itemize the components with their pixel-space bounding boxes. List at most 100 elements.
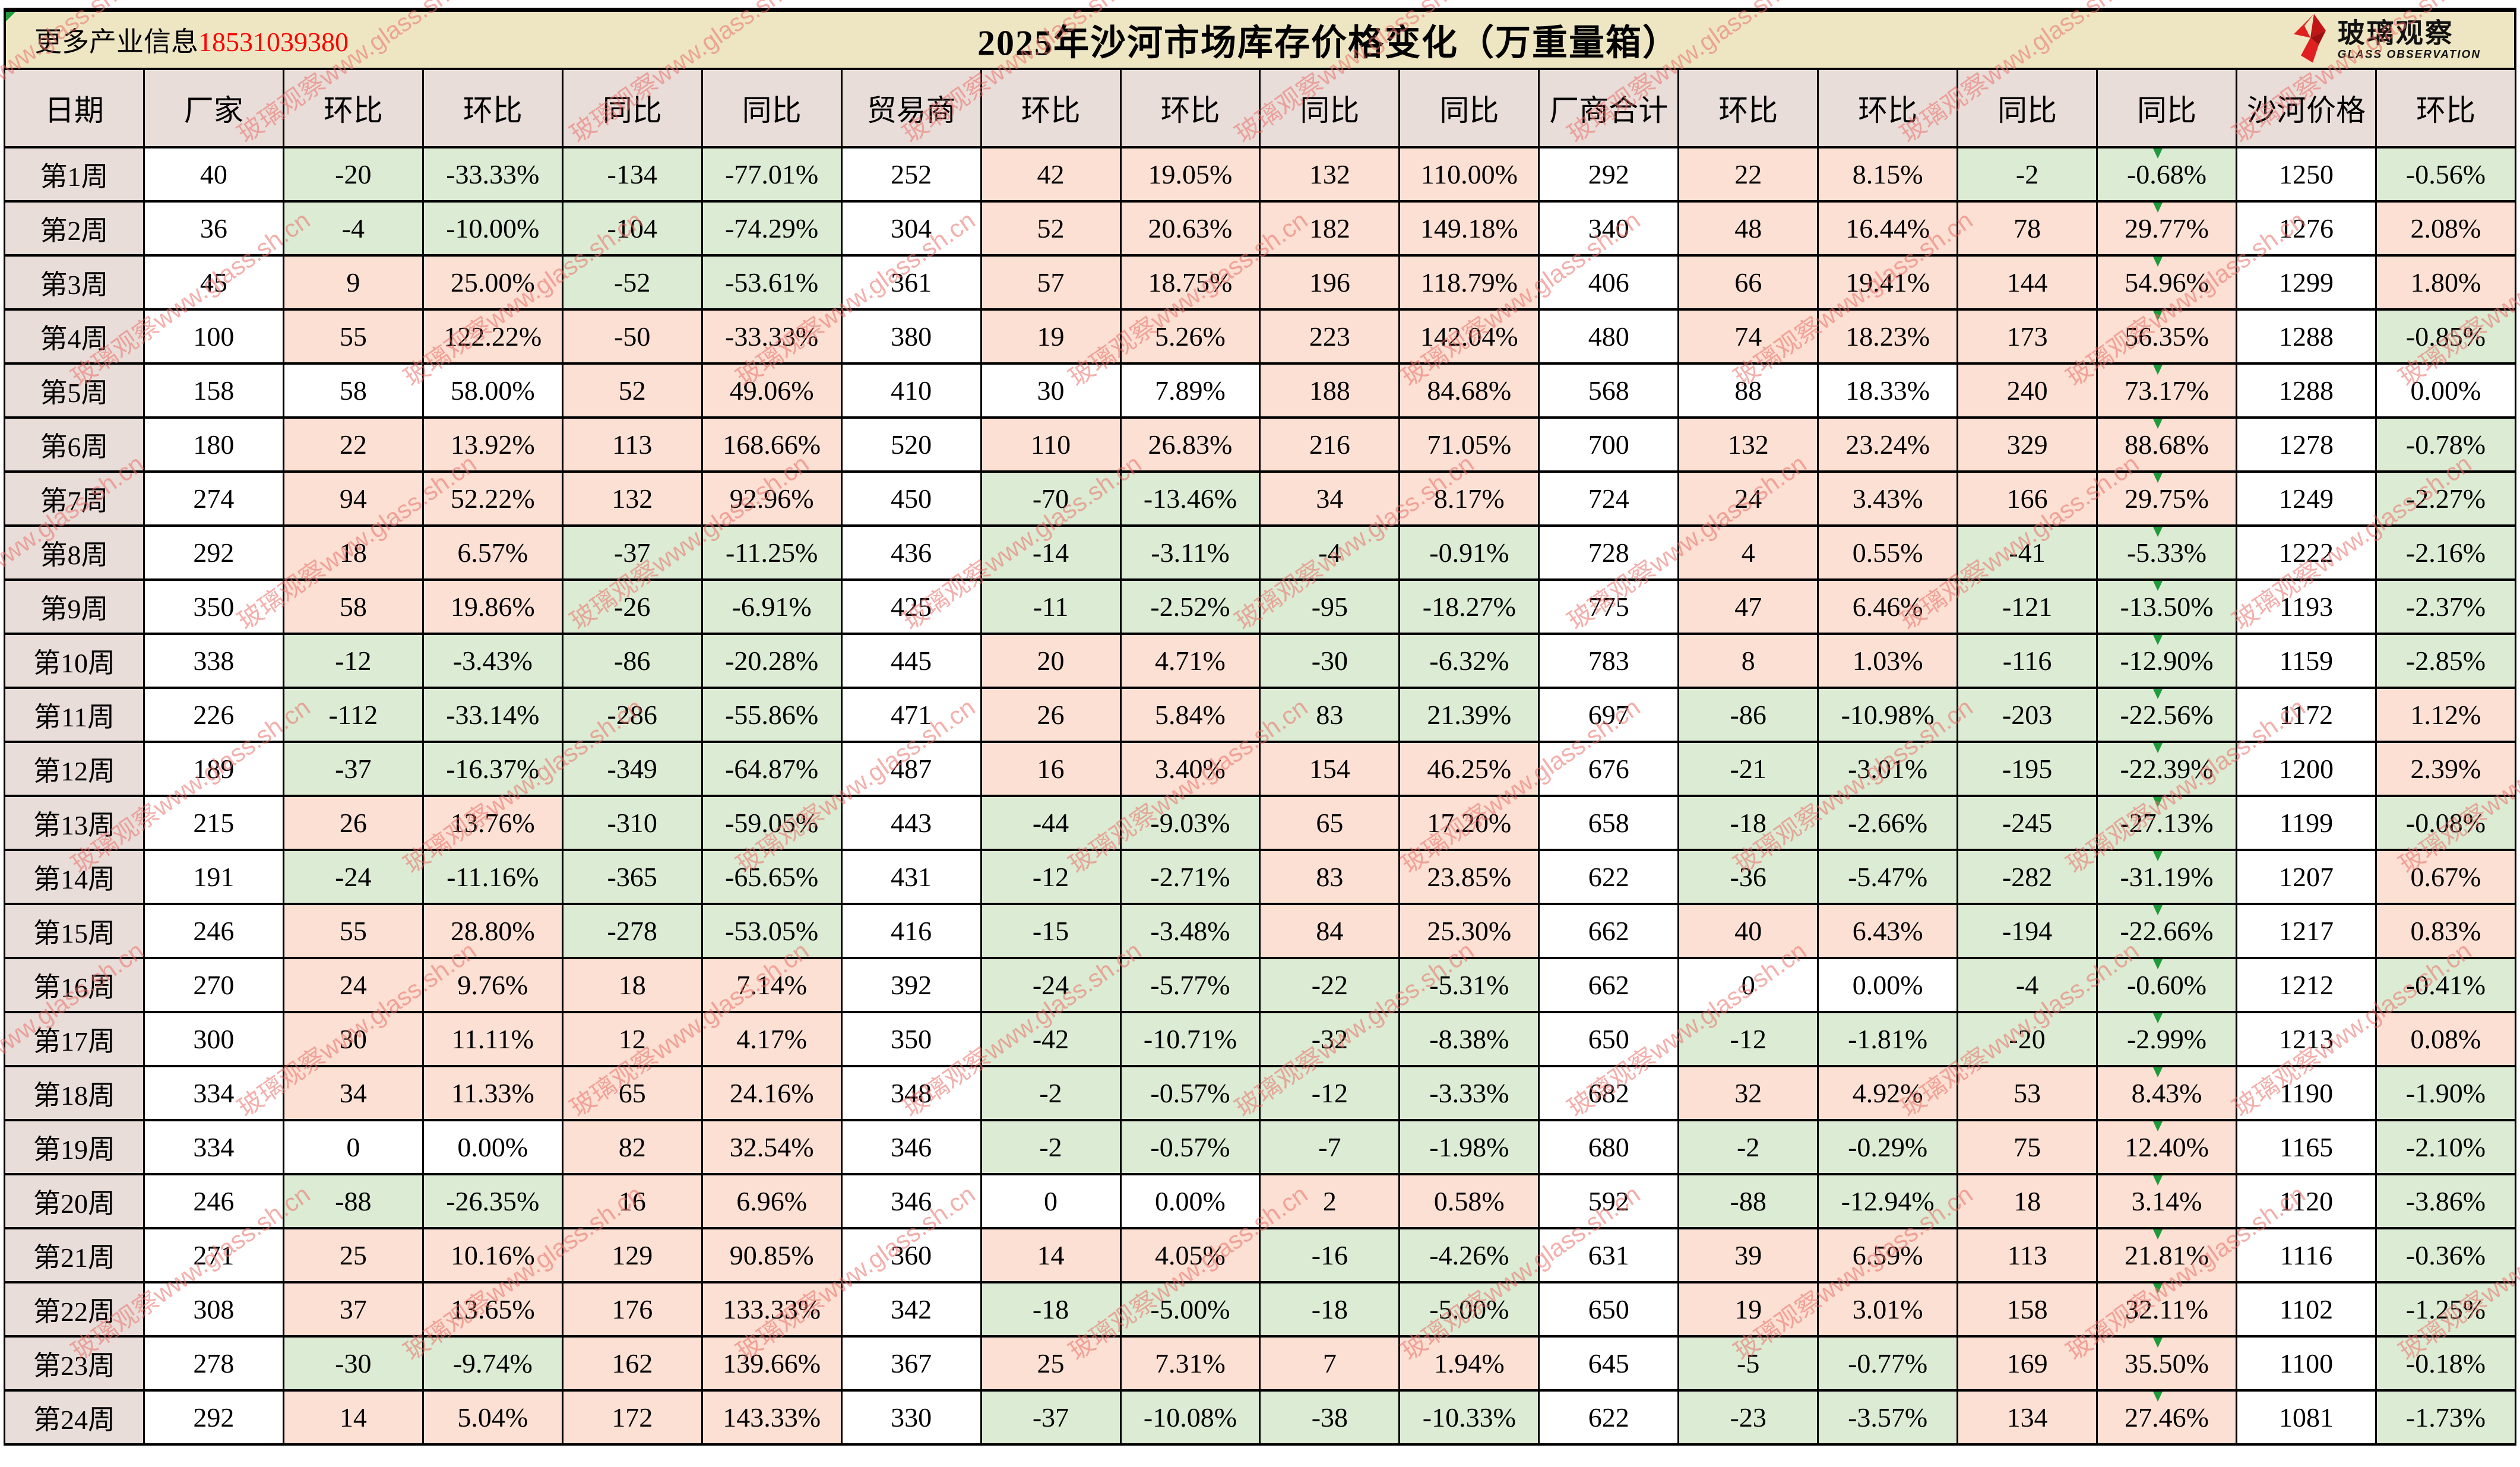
cell[interactable]: 330 [840, 1389, 982, 1446]
cell[interactable]: 0 [1677, 957, 1819, 1013]
cell[interactable]: 4.17% [701, 1011, 843, 1067]
cell[interactable]: 189 [143, 741, 284, 797]
cell[interactable]: 32.11% [2096, 1281, 2237, 1338]
cell[interactable]: 0 [980, 1173, 1122, 1229]
cell[interactable]: 4 [1677, 524, 1819, 581]
cell[interactable]: 340 [1538, 200, 1680, 257]
cell[interactable]: 11.11% [422, 1011, 563, 1067]
row-header-week[interactable]: 第7周 [4, 470, 145, 527]
cell[interactable]: 25.30% [1398, 903, 1540, 959]
cell[interactable]: -3.11% [1119, 524, 1261, 581]
cell[interactable]: 6.96% [701, 1173, 843, 1229]
cell[interactable]: 133.33% [701, 1281, 843, 1338]
row-header-week[interactable]: 第9周 [4, 578, 145, 635]
cell[interactable]: 4.92% [1817, 1065, 1959, 1121]
cell[interactable]: 18.23% [1817, 308, 1959, 365]
cell[interactable]: -10.98% [1817, 687, 1959, 743]
cell[interactable]: 5.04% [422, 1389, 563, 1446]
column-header-3[interactable]: 环比 [422, 68, 563, 148]
cell[interactable]: 1116 [2236, 1227, 2377, 1283]
column-header-14[interactable]: 同比 [1957, 68, 2098, 148]
column-header-13[interactable]: 环比 [1817, 68, 1959, 148]
cell[interactable]: -9.74% [422, 1335, 563, 1392]
cell[interactable]: 122.22% [422, 308, 563, 365]
cell[interactable]: -41 [1957, 524, 2098, 581]
cell[interactable]: -23 [1677, 1389, 1819, 1446]
cell[interactable]: -2.66% [1817, 795, 1959, 851]
cell[interactable]: 34 [1259, 470, 1401, 527]
cell[interactable]: 700 [1538, 416, 1680, 473]
cell[interactable]: 592 [1538, 1173, 1680, 1229]
cell[interactable]: 425 [840, 578, 982, 635]
cell[interactable]: -2 [980, 1119, 1122, 1175]
cell[interactable]: 24 [282, 957, 424, 1013]
cell[interactable]: 1.03% [1817, 633, 1959, 689]
cell[interactable]: 110 [980, 416, 1122, 473]
cell[interactable]: 4.71% [1119, 633, 1261, 689]
cell[interactable]: -195 [1957, 741, 2098, 797]
cell[interactable]: -12 [1259, 1065, 1401, 1121]
cell[interactable]: 20.63% [1119, 200, 1261, 257]
cell[interactable]: 271 [143, 1227, 284, 1283]
cell[interactable]: 52.22% [422, 470, 563, 527]
cell[interactable]: 3.43% [1817, 470, 1959, 527]
cell[interactable]: -0.57% [1119, 1065, 1261, 1121]
cell[interactable]: -3.43% [422, 633, 563, 689]
cell[interactable]: 17.20% [1398, 795, 1540, 851]
cell[interactable]: 329 [1957, 416, 2098, 473]
column-header-16[interactable]: 沙河价格 [2236, 68, 2377, 148]
cell[interactable]: 88 [1677, 362, 1819, 419]
cell[interactable]: 90.85% [701, 1227, 843, 1283]
cell[interactable]: 443 [840, 795, 982, 851]
cell[interactable]: -2.52% [1119, 578, 1261, 635]
cell[interactable]: -0.78% [2375, 416, 2517, 473]
cell[interactable]: -53.61% [701, 254, 843, 311]
cell[interactable]: 24.16% [701, 1065, 843, 1121]
cell[interactable]: 724 [1538, 470, 1680, 527]
cell[interactable]: 19.41% [1817, 254, 1959, 311]
cell[interactable]: 6.43% [1817, 903, 1959, 959]
cell[interactable]: 55 [282, 903, 424, 959]
row-header-week[interactable]: 第24周 [4, 1389, 145, 1446]
cell[interactable]: 0.00% [1119, 1173, 1261, 1229]
cell[interactable]: 342 [840, 1281, 982, 1338]
cell[interactable]: 12.40% [2096, 1119, 2237, 1175]
cell[interactable]: 1193 [2236, 578, 2377, 635]
cell[interactable]: 783 [1538, 633, 1680, 689]
cell[interactable]: -0.57% [1119, 1119, 1261, 1175]
cell[interactable]: 246 [143, 1173, 284, 1229]
cell[interactable]: -55.86% [701, 687, 843, 743]
cell[interactable]: -2 [1957, 146, 2098, 203]
cell[interactable]: 7.14% [701, 957, 843, 1013]
cell[interactable]: 361 [840, 254, 982, 311]
cell[interactable]: 8 [1677, 633, 1819, 689]
cell[interactable]: 3.40% [1119, 741, 1261, 797]
column-header-8[interactable]: 环比 [1119, 68, 1261, 148]
cell[interactable]: 18 [1957, 1173, 2098, 1229]
cell[interactable]: -10.08% [1119, 1389, 1261, 1446]
cell[interactable]: 132 [561, 470, 703, 527]
cell[interactable]: 6.57% [422, 524, 563, 581]
cell[interactable]: 223 [1259, 308, 1401, 365]
cell[interactable]: -20.28% [701, 633, 843, 689]
cell[interactable]: -70 [980, 470, 1122, 527]
cell[interactable]: 658 [1538, 795, 1680, 851]
cell[interactable]: -18 [980, 1281, 1122, 1338]
cell[interactable]: -3.33% [1398, 1065, 1540, 1121]
cell[interactable]: -0.18% [2375, 1335, 2517, 1392]
cell[interactable]: -22.66% [2096, 903, 2237, 959]
cell[interactable]: 65 [561, 1065, 703, 1121]
cell[interactable]: -1.81% [1817, 1011, 1959, 1067]
cell[interactable]: 6.46% [1817, 578, 1959, 635]
row-header-week[interactable]: 第20周 [4, 1173, 145, 1229]
cell[interactable]: 110.00% [1398, 146, 1540, 203]
cell[interactable]: 348 [840, 1065, 982, 1121]
cell[interactable]: 240 [1957, 362, 2098, 419]
cell[interactable]: -20 [1957, 1011, 2098, 1067]
cell[interactable]: 18.75% [1119, 254, 1261, 311]
cell[interactable]: -2 [1677, 1119, 1819, 1175]
cell[interactable]: 431 [840, 849, 982, 905]
cell[interactable]: 24 [1677, 470, 1819, 527]
cell[interactable]: 350 [143, 578, 284, 635]
cell[interactable]: 406 [1538, 254, 1680, 311]
